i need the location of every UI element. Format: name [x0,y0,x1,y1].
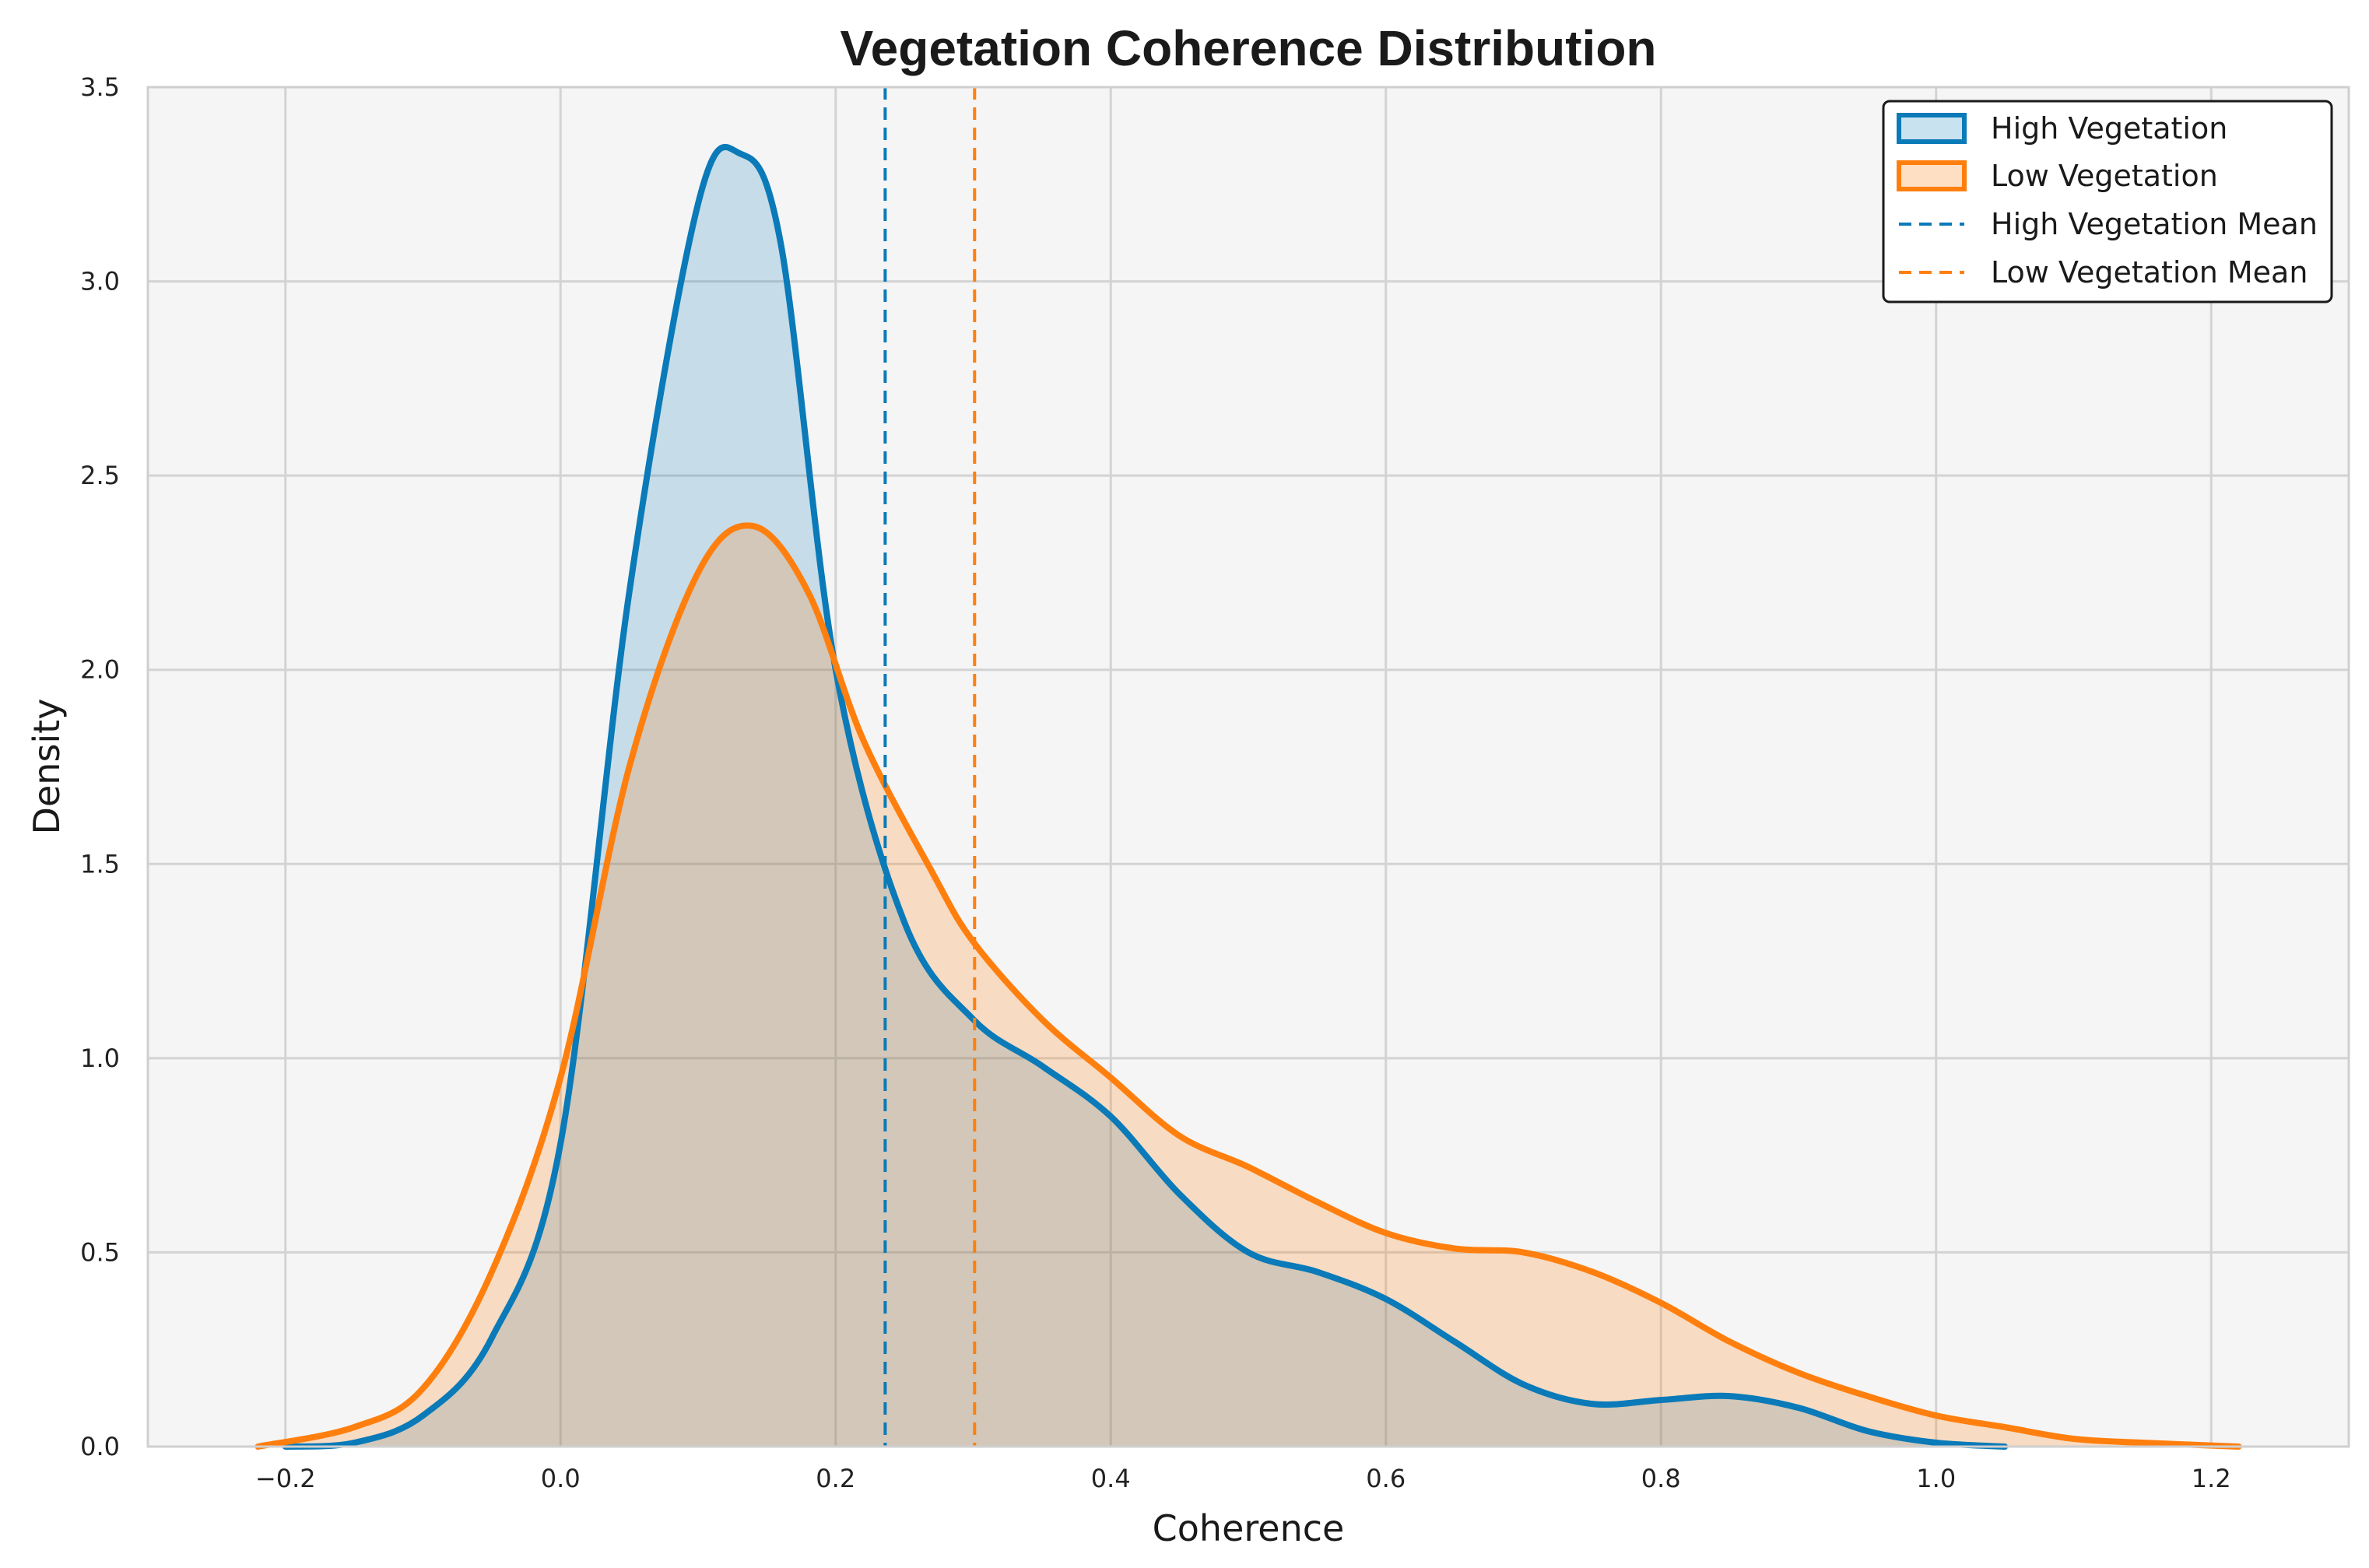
chart-title: Vegetation Coherence Distribution [840,20,1656,76]
y-tick-label: 3.0 [80,267,120,296]
legend-label-low-vegetation-mean: Low Vegetation Mean [1991,255,2308,289]
y-tick-label: 1.5 [80,849,120,879]
y-tick-label: 3.5 [80,72,120,102]
x-axis-label: Coherence [1153,1507,1345,1549]
plot-frame [146,86,2350,1448]
y-axis-ticks: 0.0 0.5 1.0 1.5 2.0 2.5 3.0 3.5 [80,72,120,1461]
x-tick-label: 0.8 [1641,1464,1681,1493]
legend-label-high-vegetation-mean: High Vegetation Mean [1991,207,2318,241]
y-tick-label: 1.0 [80,1044,120,1073]
legend-label-low-vegetation: Low Vegetation [1991,159,2218,193]
area-high-vegetation [285,146,2006,1447]
line-high-vegetation [282,144,2009,1450]
x-tick-label: 0.4 [1091,1464,1131,1493]
legend-label-high-vegetation: High Vegetation [1991,111,2227,146]
y-tick-label: 2.0 [80,655,120,685]
x-tick-label: 1.2 [2192,1464,2231,1493]
legend: High Vegetation Low Vegetation High Vege… [1882,100,2333,303]
x-axis-ticks: −0.2 0.0 0.2 0.4 0.6 0.8 1.0 1.2 [255,1464,2231,1493]
y-tick-label: 2.5 [80,461,120,490]
legend-box [1882,100,2333,303]
legend-swatch-high-vegetation [1897,113,1967,144]
line-low-vegetation [254,522,2242,1450]
series-fills [258,146,2239,1447]
x-tick-label: 0.6 [1366,1464,1406,1493]
x-tick-label: −0.2 [255,1464,316,1493]
legend-swatch-low-vegetation [1897,160,1967,191]
area-low-vegetation [258,525,2239,1447]
x-tick-label: 0.2 [816,1464,855,1493]
mean-lines [883,87,977,1447]
x-tick-label: 1.0 [1916,1464,1956,1493]
y-tick-label: 0.5 [80,1237,120,1267]
y-axis-label: Density [26,699,68,835]
series-lines [254,144,2242,1450]
y-tick-label: 0.0 [80,1432,120,1461]
x-tick-label: 0.0 [541,1464,581,1493]
